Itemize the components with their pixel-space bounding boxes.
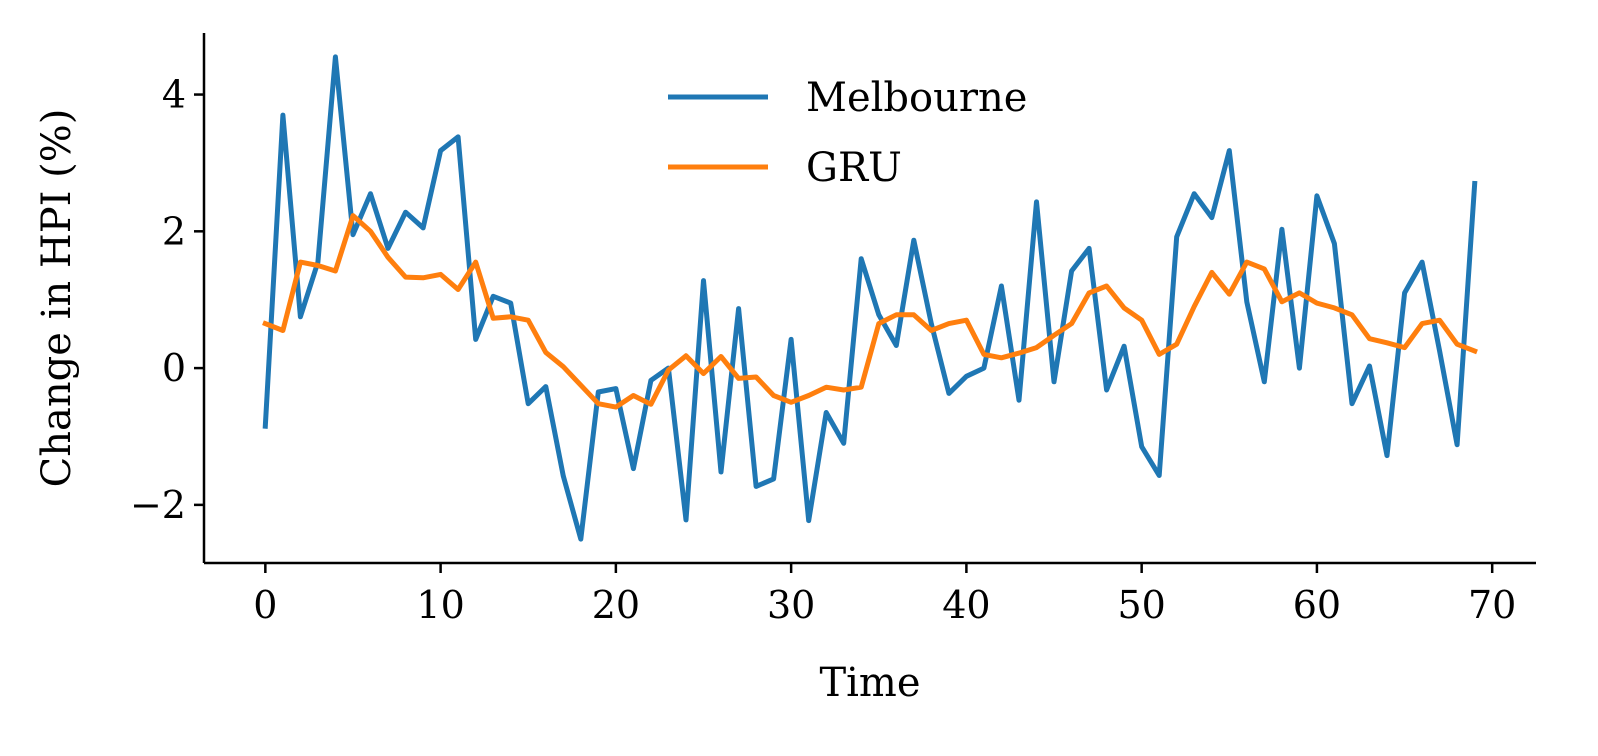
y-tick-label: 2 (162, 209, 186, 253)
x-tick-label: 50 (1117, 583, 1165, 627)
x-axis-ticks: 0 10 20 30 40 50 60 70 (253, 563, 1516, 627)
series-line-gru (262, 213, 1478, 410)
x-tick-label: 70 (1468, 583, 1516, 627)
x-tick-label: 60 (1293, 583, 1341, 627)
series-line-melbourne (262, 54, 1478, 542)
y-tick-label: −2 (130, 483, 186, 527)
legend-label: GRU (806, 145, 902, 191)
x-tick-label: 10 (416, 583, 464, 627)
y-tick-label: 4 (162, 73, 186, 117)
y-axis-label: Change in HPI (%) (34, 109, 80, 488)
x-tick-label: 0 (253, 583, 277, 627)
series-layer (262, 54, 1478, 542)
x-tick-label: 30 (767, 583, 815, 627)
y-axis-ticks: −2 0 2 4 (130, 73, 204, 527)
x-tick-label: 20 (592, 583, 640, 627)
legend-label: Melbourne (806, 75, 1027, 121)
y-tick-label: 0 (162, 346, 186, 390)
legend: Melbourne GRU (668, 75, 1027, 191)
x-tick-label: 40 (942, 583, 990, 627)
x-axis-label: Time (819, 660, 920, 706)
